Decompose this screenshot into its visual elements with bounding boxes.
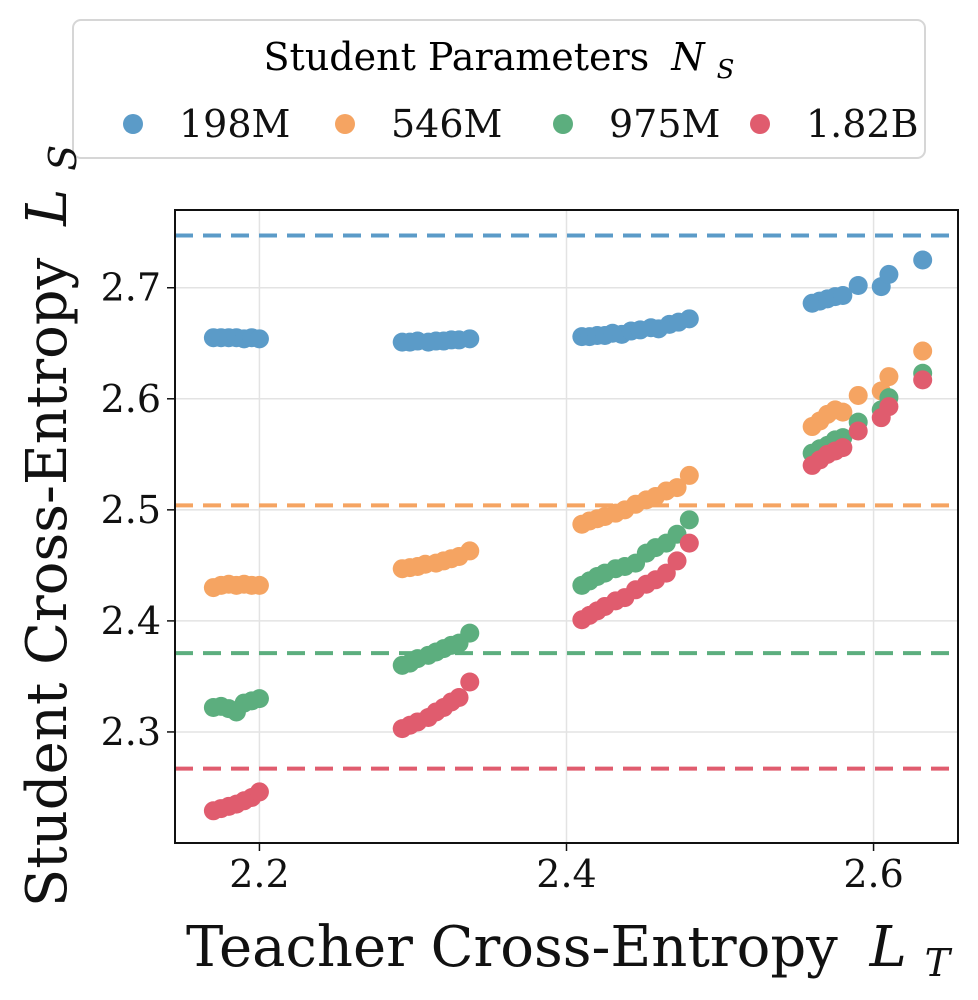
- y-axis-label-symbol: L: [15, 189, 80, 227]
- data-point: [879, 367, 899, 387]
- legend-marker: [123, 114, 143, 134]
- y-axis-label: Student Cross-Entropy L S: [15, 145, 85, 907]
- x-axis-label: Teacher Cross-Entropy L T: [186, 915, 953, 985]
- legend-label: 198M: [179, 102, 290, 146]
- legend-label: 1.82B: [806, 102, 919, 146]
- data-point: [879, 264, 899, 284]
- data-point: [460, 329, 480, 349]
- x-tick-label: 2.6: [843, 852, 903, 896]
- legend-frame: [72, 19, 926, 159]
- data-point: [249, 689, 269, 709]
- data-point: [848, 385, 868, 405]
- y-tick-label: 2.7: [101, 266, 161, 310]
- legend-marker: [553, 114, 573, 134]
- data-point: [249, 575, 269, 595]
- data-point: [679, 309, 699, 329]
- grid: [175, 210, 958, 843]
- legend-title-subscript: S: [717, 55, 735, 85]
- data-point: [460, 541, 480, 561]
- data-points: [203, 250, 933, 821]
- x-tick-label: 2.4: [536, 852, 596, 896]
- data-point: [833, 402, 853, 422]
- data-point: [848, 276, 868, 296]
- legend-title: Student Parameters N S: [264, 35, 735, 85]
- data-point: [249, 329, 269, 349]
- y-tick-label: 2.3: [101, 710, 161, 754]
- y-tick-label: 2.4: [101, 599, 161, 643]
- series-1.82B: [203, 370, 933, 821]
- legend-entries: 198M 546M 975M 1.82B: [123, 102, 919, 146]
- legend-title-symbol: N: [670, 35, 706, 79]
- x-axis-label-subscript: T: [925, 941, 953, 985]
- legend-entry-198M: 198M: [123, 102, 290, 146]
- legend-entry-975M: 975M: [553, 102, 720, 146]
- x-axis-ticks: 2.2 2.4 2.6: [229, 843, 904, 896]
- data-point: [913, 370, 933, 390]
- legend: Student Parameters N S 198M 546M 975M 1.82B: [72, 19, 926, 159]
- data-point: [848, 421, 868, 441]
- data-point: [667, 551, 687, 571]
- data-point: [679, 465, 699, 485]
- data-point: [449, 688, 469, 708]
- baselines: [175, 233, 958, 771]
- data-point: [460, 672, 480, 692]
- data-point: [667, 478, 687, 498]
- y-tick-label: 2.6: [101, 377, 161, 421]
- data-point: [656, 563, 676, 583]
- legend-title-text: Student Parameters: [264, 35, 650, 79]
- y-tick-label: 2.5: [101, 488, 161, 532]
- legend-marker: [335, 114, 355, 134]
- data-point: [879, 397, 899, 417]
- data-point: [833, 438, 853, 458]
- series-198M: [203, 250, 933, 352]
- legend-entry-1.82B: 1.82B: [750, 102, 919, 146]
- x-axis-label-text: Teacher Cross-Entropy: [186, 915, 838, 980]
- legend-marker: [750, 114, 770, 134]
- data-point: [913, 341, 933, 361]
- legend-label: 975M: [609, 102, 720, 146]
- y-axis-ticks: 2.3 2.4 2.5 2.6 2.7: [101, 266, 175, 754]
- legend-entry-546M: 546M: [335, 102, 502, 146]
- series-546M: [203, 341, 933, 598]
- y-axis-label-text: Student Cross-Entropy: [15, 257, 80, 907]
- x-tick-label: 2.2: [229, 852, 289, 896]
- data-point: [679, 533, 699, 553]
- data-point: [679, 510, 699, 530]
- y-axis-label-subscript: S: [41, 145, 85, 171]
- data-point: [460, 623, 480, 643]
- data-point: [249, 782, 269, 802]
- plot-area: [174, 209, 959, 844]
- data-point: [913, 250, 933, 270]
- x-axis-label-symbol: L: [869, 915, 907, 980]
- data-point: [833, 286, 853, 306]
- legend-label: 546M: [391, 102, 502, 146]
